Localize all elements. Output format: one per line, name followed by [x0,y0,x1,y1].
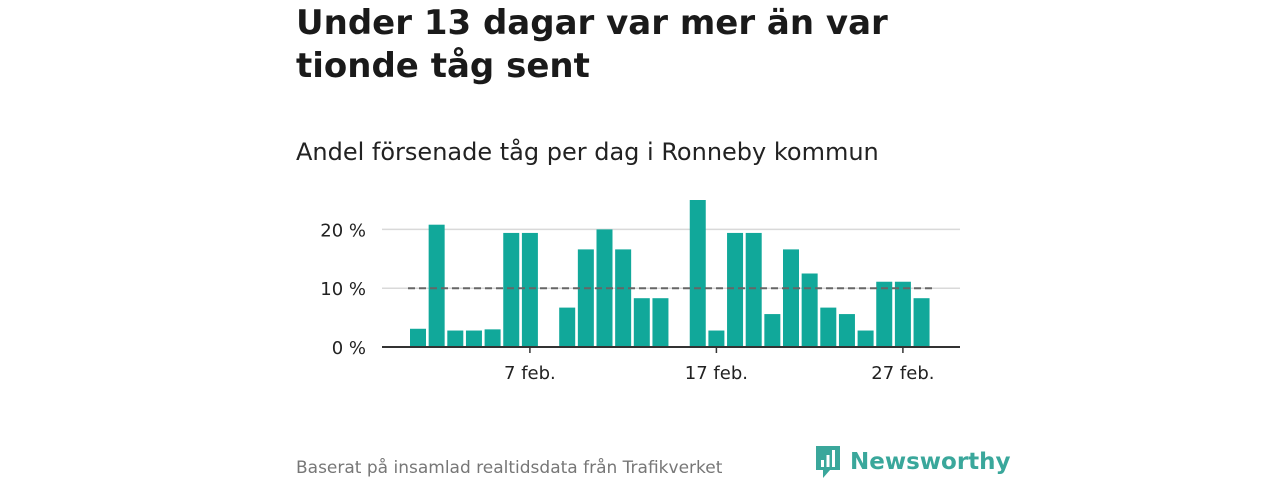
bar [689,200,706,347]
bar [484,329,501,347]
bar [615,249,632,347]
bar [820,307,837,347]
source-note: Baserat på insamlad realtidsdata från Tr… [296,458,723,478]
y-tick-label: 10 % [320,279,366,300]
bar-layer [410,200,930,347]
bar [465,330,482,347]
chart-title: Under 13 dagar var mer än var tionde tåg… [296,3,888,86]
bar [652,298,669,347]
bar [838,314,855,347]
brand-logo[interactable]: Newsworthy [814,444,1011,480]
bar [913,298,930,347]
x-tick-label: 27 feb. [871,363,934,384]
bar [447,330,464,347]
bar [503,232,520,347]
bar [857,330,874,347]
bar [577,249,594,347]
axis-layer [382,346,960,353]
bar [783,249,799,347]
chart-card: Under 13 dagar var mer än var tionde tåg… [296,0,1011,480]
bar [428,224,445,347]
bar [596,229,613,347]
x-tick-label: 7 feb. [504,363,556,384]
bar [410,328,426,347]
y-tick-label: 0 % [332,338,366,359]
chart-subtitle: Andel försenade tåg per dag i Ronneby ko… [296,138,879,166]
bar [801,273,818,347]
x-tick-label: 17 feb. [685,363,748,384]
bar [876,281,893,347]
bar [559,307,576,347]
bar [745,232,762,347]
newsworthy-logo-icon [816,446,840,478]
brand-name: Newsworthy [850,449,1011,475]
bar [708,330,725,347]
bar [727,232,744,347]
label-layer: 0 % 10 % 20 % 7 feb. 17 feb. 27 feb. [320,220,934,384]
bar [764,314,781,347]
grid-layer [382,228,960,289]
bar [521,232,538,347]
bar-chart: 0 % 10 % 20 % 7 feb. 17 feb. 27 feb. [320,200,960,384]
bar [894,281,911,347]
y-tick-label: 20 % [320,220,366,241]
bar [633,298,650,347]
